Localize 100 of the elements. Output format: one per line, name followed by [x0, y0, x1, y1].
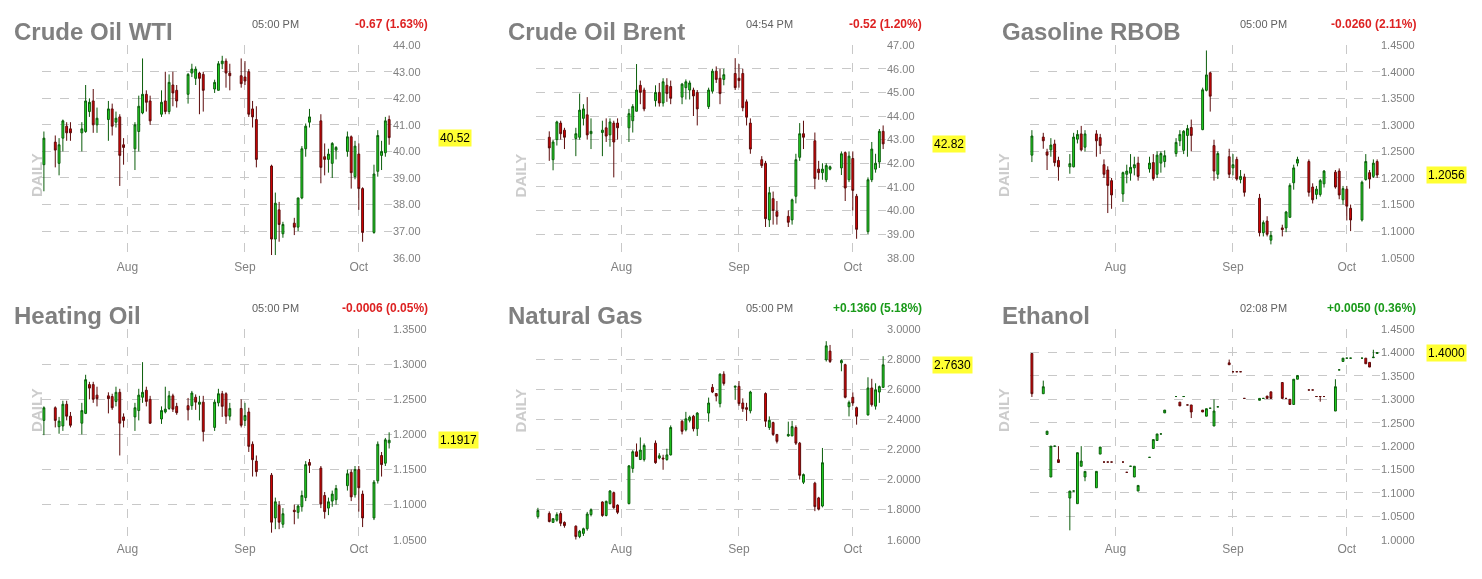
candlestick — [764, 391, 767, 428]
candlestick — [695, 411, 699, 437]
candlestick — [1189, 119, 1193, 152]
x-tick-label: Sep — [728, 259, 750, 274]
y-tick-label: 1.1500 — [1381, 198, 1415, 211]
candlestick — [790, 420, 794, 437]
y-tick-label: 1.2500 — [1381, 416, 1415, 429]
candlestick — [821, 162, 824, 181]
candlestick — [308, 108, 311, 129]
candlestick — [201, 395, 205, 442]
candlestick — [345, 469, 349, 492]
candlestick — [669, 80, 673, 105]
candlestick — [559, 510, 563, 527]
y-tick-label: 41.00 — [887, 180, 915, 193]
candlestick — [1349, 204, 1353, 232]
y-tick-label: 3.0000 — [887, 323, 921, 336]
candlestick — [106, 100, 110, 142]
candlestick — [585, 511, 589, 532]
candlestick — [585, 96, 589, 141]
candlestick — [1098, 446, 1102, 455]
candlestick — [1292, 378, 1296, 405]
candlestick — [661, 77, 665, 108]
candlestick — [1375, 158, 1379, 179]
candlestick — [874, 382, 877, 411]
candlestick — [1242, 173, 1246, 198]
candlestick — [692, 414, 695, 432]
candlestick — [1341, 185, 1345, 206]
candlestick — [718, 373, 722, 408]
candlestick — [718, 68, 722, 105]
candlestick — [786, 209, 790, 228]
candlestick — [1068, 490, 1072, 531]
candlestick — [118, 113, 122, 187]
candlestick — [767, 186, 771, 228]
candlestick — [194, 393, 198, 411]
candlestick — [42, 131, 46, 192]
candlestick — [1079, 125, 1083, 152]
candlestick — [748, 390, 752, 414]
candlestick — [1265, 395, 1269, 399]
candlestick — [1030, 129, 1034, 163]
candlestick — [349, 469, 353, 502]
candlestick — [1159, 150, 1163, 174]
text: -0.0006 (0.05%) — [342, 301, 429, 315]
candlestick — [828, 344, 832, 364]
candlestick — [1041, 380, 1045, 395]
candlestick — [330, 141, 334, 179]
x-tick-label: Aug — [1104, 259, 1127, 274]
x-tick-label: Sep — [1222, 259, 1244, 274]
candlestick — [627, 108, 631, 143]
candlestick — [308, 458, 311, 474]
candlestick — [1030, 352, 1034, 398]
candlestick — [536, 507, 540, 520]
candlestick — [600, 120, 604, 157]
candlestick — [167, 390, 171, 411]
candlestick — [851, 150, 855, 211]
y-tick-label: 1.6000 — [887, 533, 921, 546]
x-tick-label: Sep — [728, 541, 750, 556]
candlestick — [1129, 153, 1132, 182]
y-tick-label: 42.00 — [393, 92, 421, 105]
candlestick — [578, 529, 582, 539]
candlestick — [171, 71, 175, 107]
y-tick-label: 40.00 — [393, 145, 421, 158]
candlestick — [1041, 132, 1045, 150]
candlestick — [802, 120, 805, 150]
candlestick — [877, 128, 881, 169]
candlestick — [186, 397, 190, 421]
candlestick — [1296, 156, 1299, 167]
candlestick — [881, 124, 885, 150]
candlestick — [1132, 465, 1136, 478]
candlestick — [345, 131, 349, 158]
candlestick — [688, 80, 692, 100]
candlestick — [824, 340, 828, 362]
candlestick — [1269, 230, 1273, 245]
text: +0.0050 (0.36%) — [1327, 301, 1417, 315]
y-tick-label: 1.8000 — [887, 503, 921, 516]
candlestick — [1083, 470, 1087, 482]
candlestick — [1345, 185, 1349, 221]
candlestick — [654, 439, 657, 465]
candlestick — [714, 392, 718, 402]
candlestick — [1235, 156, 1239, 182]
y-tick-label: 43.00 — [887, 133, 915, 146]
candlestick — [722, 68, 726, 86]
text: +0.1360 (5.18%) — [833, 301, 923, 315]
candlestick — [604, 117, 608, 143]
candlestick — [1212, 139, 1216, 182]
y-tick-label: 1.1000 — [1381, 486, 1415, 499]
candlestick — [194, 65, 198, 86]
candlestick — [1189, 404, 1193, 419]
candlestick — [1258, 397, 1261, 401]
candlestick — [42, 405, 46, 436]
candlestick — [95, 107, 99, 134]
candlestick — [1269, 391, 1273, 399]
candlestick — [745, 402, 748, 422]
y-tick-label: 1.0000 — [1381, 533, 1415, 546]
candlestick — [695, 89, 699, 126]
candlestick — [1292, 164, 1296, 191]
candlestick — [1212, 398, 1216, 427]
candlestick — [1364, 357, 1368, 365]
candlestick — [1368, 361, 1371, 368]
candlestick — [733, 57, 737, 91]
candlestick — [1148, 156, 1151, 174]
